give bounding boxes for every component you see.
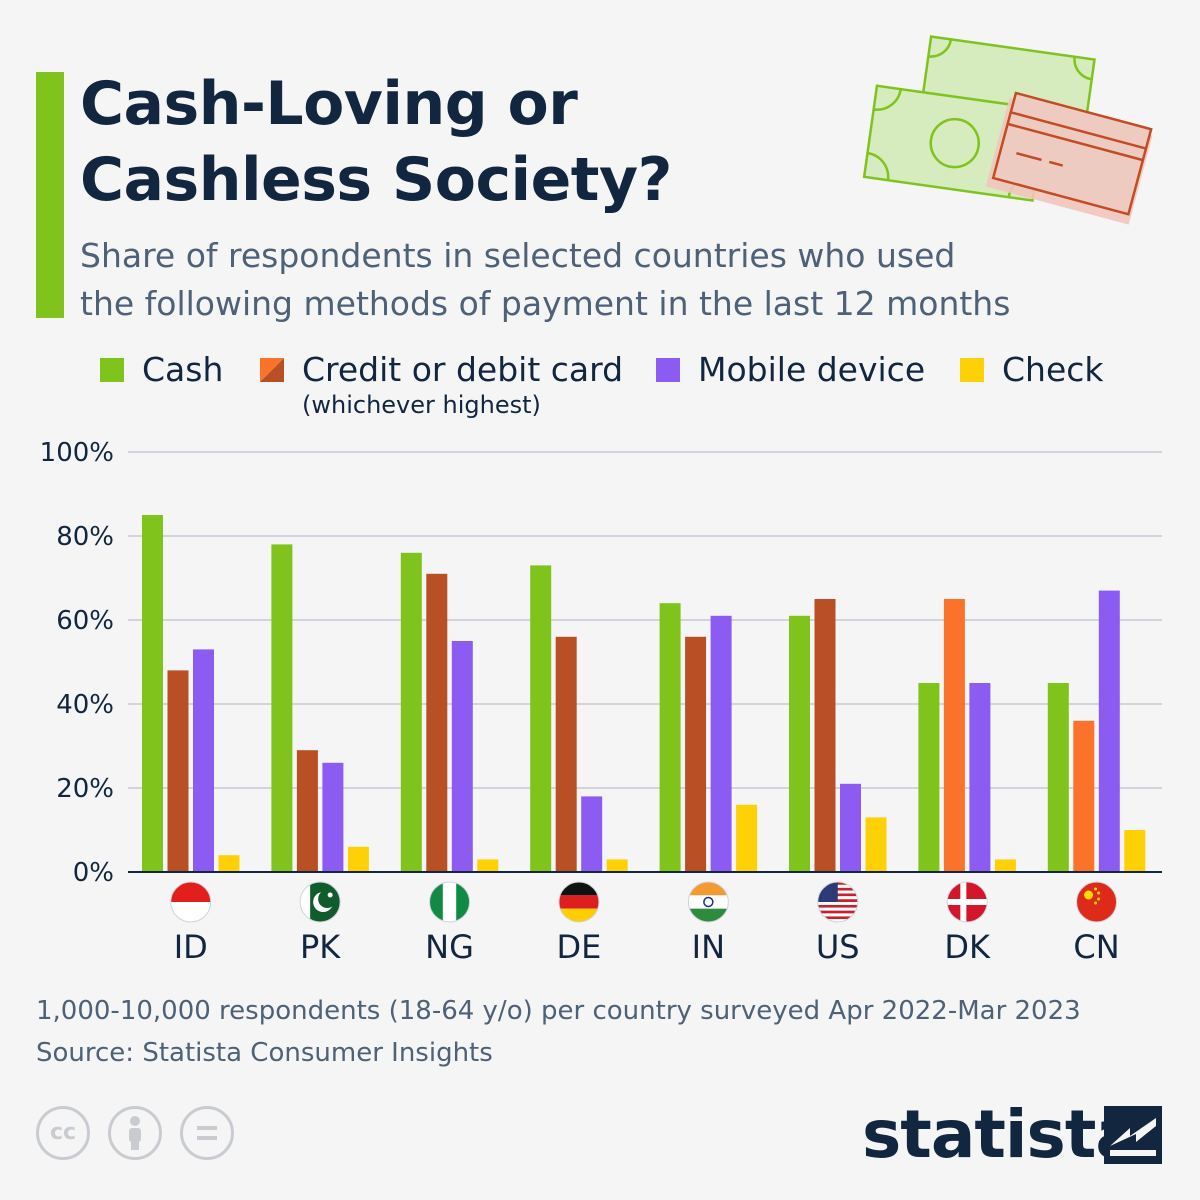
title-line-2: Cashless Society? bbox=[80, 145, 672, 215]
chart-title: Cash-Loving or Cashless Society? bbox=[80, 66, 780, 218]
chart-subtitle: Share of respondents in selected countri… bbox=[80, 232, 1160, 328]
bar-cash-us bbox=[789, 615, 810, 872]
y-tick-label: 60% bbox=[56, 606, 114, 636]
bar-check-ng bbox=[477, 859, 499, 872]
legend-swatch-cash bbox=[100, 358, 124, 382]
bar-mobile-us bbox=[840, 783, 861, 872]
no-derivatives-icon[interactable] bbox=[180, 1106, 234, 1160]
india-flag-icon bbox=[687, 881, 729, 923]
pakistan-flag-icon bbox=[299, 881, 341, 923]
legend-label-mobile: Mobile device bbox=[698, 350, 926, 389]
germany-flag-icon bbox=[558, 881, 600, 923]
bar-cash-pk bbox=[271, 544, 293, 872]
bar-cash-ng bbox=[400, 552, 422, 872]
title-line-1: Cash-Loving or bbox=[80, 69, 578, 139]
bar-card-de bbox=[555, 636, 577, 872]
legend-swatch-card bbox=[260, 358, 284, 382]
statista-logo-icon[interactable] bbox=[1104, 1106, 1162, 1164]
y-tick-label: 100% bbox=[40, 438, 114, 468]
bar-cash-de bbox=[530, 565, 552, 872]
bar-mobile-dk bbox=[969, 683, 991, 872]
x-tick-label-cn: CN bbox=[1073, 928, 1119, 966]
x-tick-label-in: IN bbox=[692, 928, 725, 966]
bar-cash-cn bbox=[1047, 683, 1069, 872]
bar-cash-id bbox=[142, 515, 163, 872]
bar-card-us bbox=[814, 599, 836, 872]
bar-card-cn bbox=[1073, 720, 1095, 872]
legend-label-card: Credit or debit card bbox=[302, 350, 624, 389]
bar-mobile-de bbox=[581, 796, 603, 872]
bar-card-ng bbox=[426, 573, 448, 872]
bar-card-pk bbox=[296, 750, 318, 872]
bar-check-dk bbox=[994, 859, 1016, 872]
money-and-card-illustration bbox=[862, 35, 1153, 225]
title-accent-bar bbox=[36, 72, 64, 318]
indonesia-flag-icon bbox=[170, 881, 212, 923]
source-note: Source: Statista Consumer Insights bbox=[36, 1038, 493, 1068]
x-tick-label-de: DE bbox=[557, 928, 602, 966]
legend-label-check: Check bbox=[1002, 350, 1104, 389]
bar-mobile-pk bbox=[322, 762, 344, 872]
subtitle-line-2: the following methods of payment in the … bbox=[80, 284, 1011, 323]
nigeria-flag-icon bbox=[429, 881, 471, 923]
x-tick-label-id: ID bbox=[174, 928, 208, 966]
bar-chart: 0% 20% 40% 60% 80% 100% ID PK NG DE IN US DK CN bbox=[40, 438, 1162, 966]
y-tick-label: 40% bbox=[56, 690, 114, 720]
legend-swatch-mobile bbox=[656, 358, 680, 382]
x-tick-label-us: US bbox=[816, 928, 860, 966]
denmark-flag-icon bbox=[946, 881, 988, 923]
china-flag-icon bbox=[1076, 881, 1118, 923]
bar-check-cn bbox=[1124, 830, 1146, 872]
x-tick-label-pk: PK bbox=[300, 928, 341, 966]
y-tick-label: 20% bbox=[56, 774, 114, 804]
statista-logo-text[interactable]: statista bbox=[862, 1096, 1140, 1173]
bar-mobile-id bbox=[193, 649, 214, 872]
footnote: 1,000-10,000 respondents (18-64 y/o) per… bbox=[36, 990, 1176, 1074]
bar-card-id bbox=[167, 670, 189, 872]
bar-check-pk bbox=[347, 846, 369, 872]
bar-check-de bbox=[606, 859, 628, 872]
bar-check-id bbox=[218, 855, 240, 872]
y-tick-label: 0% bbox=[73, 858, 114, 888]
survey-note: 1,000-10,000 respondents (18-64 y/o) per… bbox=[36, 996, 1081, 1026]
attribution-icon[interactable] bbox=[108, 1106, 162, 1160]
bar-mobile-in bbox=[710, 615, 732, 872]
y-tick-label: 80% bbox=[56, 522, 114, 552]
bar-mobile-ng bbox=[451, 641, 473, 872]
bar-cash-in bbox=[659, 603, 681, 872]
cc-icon[interactable]: cc bbox=[36, 1106, 90, 1160]
chart-legend: Cash Credit or debit card (whichever hig… bbox=[100, 348, 1180, 428]
bar-card-in bbox=[685, 636, 707, 872]
legend-swatch-check bbox=[960, 358, 984, 382]
x-tick-label-ng: NG bbox=[425, 928, 474, 966]
subtitle-line-1: Share of respondents in selected countri… bbox=[80, 236, 956, 275]
usa-flag-icon bbox=[817, 881, 859, 923]
bar-cash-dk bbox=[918, 683, 940, 872]
x-tick-label-dk: DK bbox=[944, 928, 991, 966]
bar-check-us bbox=[865, 817, 887, 872]
bar-check-in bbox=[736, 804, 758, 872]
bar-mobile-cn bbox=[1098, 590, 1120, 872]
legend-label-cash: Cash bbox=[142, 350, 224, 389]
legend-note-card: (whichever highest) bbox=[302, 391, 541, 419]
bar-card-dk bbox=[943, 599, 965, 872]
